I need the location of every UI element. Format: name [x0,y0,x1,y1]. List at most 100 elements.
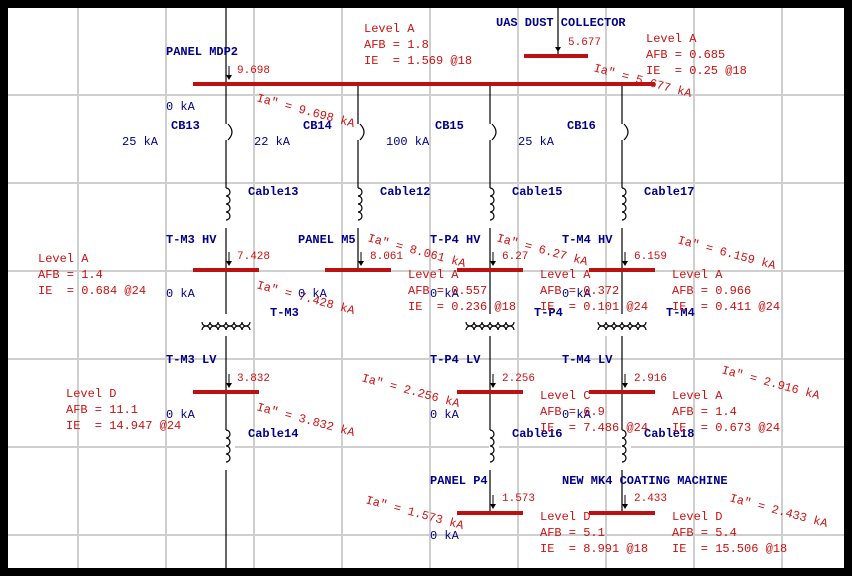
cable-name: Cable17 [644,185,694,199]
arc-flash: AFB = 1.4 [672,405,737,419]
cable-name: Cable14 [248,427,298,441]
arc-flash: AFB = 0.372 [540,284,619,298]
bus-name: T-P4 HV [430,233,481,247]
arc-flash: IE = 0.684 @24 [38,284,146,298]
arc-flash: Level A [672,389,723,403]
arc-flash: IE = 0.411 @24 [672,300,780,314]
arc-flash: IE = 0.673 @24 [672,421,780,435]
arc-flash: Level C [540,389,590,403]
fault-arrowhead [622,261,628,266]
gap [488,124,500,140]
transformer-secondary [465,325,515,331]
transformer-name: T-P4 [534,306,563,320]
bus-name: PANEL MDP2 [166,45,238,59]
gap [596,314,648,336]
breaker-name: CB16 [567,119,596,133]
fault-value: 2.433 [634,493,667,505]
arc-flash: Level D [66,387,116,401]
zero-current: 0 kA [430,287,460,301]
breaker-name: CB15 [435,119,464,133]
arc-flash: AFB = 1.4 [38,268,103,282]
zero-current: 0 kA [166,100,196,114]
fault-arrowhead [490,383,496,388]
arc-flash: AFB = 5.1 [540,526,605,540]
cable-symbol [357,187,363,221]
fault-value: 1.573 [502,493,535,505]
arc-flash: IE = 15.506 @18 [672,542,787,556]
breaker-rating: 25 kA [122,135,159,149]
bus-name: T-M4 HV [562,233,613,247]
arc-flash: IE = 0.25 @18 [646,64,747,78]
breaker-symbol [491,123,497,141]
arc-flash: Level D [540,510,590,524]
fault-arrowhead [490,261,496,266]
transformer-secondary [201,325,251,331]
arc-flash: Level A [38,252,89,266]
fault-value: 8.061 [370,251,403,263]
breaker-name: CB13 [171,119,200,133]
cable-symbol [621,187,627,221]
cable-name: Cable15 [512,185,562,199]
transformer-primary [201,321,251,327]
arc-flash: IE = 0.101 @24 [540,300,648,314]
fault-value: 9.698 [237,65,270,77]
arc-flash: IE = 1.569 @18 [364,54,472,68]
fault-value: 7.428 [237,251,270,263]
cable-symbol [225,187,231,221]
arc-flash: IE = 0.236 @18 [408,300,516,314]
zero-current: 0 kA [430,408,460,422]
transformer-primary [597,321,647,327]
arc-flash: AFB = 0.685 [646,48,725,62]
zero-current: 0 kA [562,287,592,301]
fault-arrowhead [226,75,232,80]
bus-name: UAS DUST COLLECTOR [496,16,626,30]
breaker-rating: 22 kA [254,135,291,149]
cable-name: Cable12 [380,185,430,199]
breaker-rating: 100 kA [386,135,430,149]
gap [620,124,632,140]
arc-flash: IE = 8.991 @18 [540,542,648,556]
bus-name: T-M4 LV [562,353,613,367]
cable-name: Cable13 [248,185,298,199]
cable-name: Cable18 [644,427,694,441]
arc-flash: Level A [408,268,459,282]
arc-flash: IE = 7.486 @24 [540,421,648,435]
gap [464,314,516,336]
transformer-secondary [597,325,647,331]
fault-value: 2.256 [502,373,535,385]
arc-flash: IE = 14.947 @24 [66,419,181,433]
breaker-symbol [227,123,233,141]
fault-arrowhead [490,504,496,509]
cable-symbol [489,429,495,463]
fault-arrowhead [358,261,364,266]
bus-name: T-M3 LV [166,353,217,367]
cable-symbol [621,429,627,463]
zero-current: 0 kA [298,287,328,301]
breaker-symbol [359,123,365,141]
arc-flash: Level A [672,268,723,282]
zero-current: 0 kA [166,287,196,301]
bus-name: PANEL P4 [430,474,488,488]
bus-name: PANEL M5 [298,233,356,247]
cable-name: Cable16 [512,427,562,441]
cable-symbol [489,187,495,221]
breaker-name: CB14 [303,119,332,133]
arc-flash: AFB = 1.8 [364,38,429,52]
zero-current: 0 kA [562,408,592,422]
zero-current: 0 kA [166,408,196,422]
gap [224,124,236,140]
fault-arrowhead [622,383,628,388]
bus-name: T-P4 LV [430,353,481,367]
fault-value: 5.677 [568,37,601,49]
transformer-primary [465,321,515,327]
arc-flash: Level A [364,22,415,36]
transformer-name: T-M4 [666,306,695,320]
arc-flash: Level D [672,510,722,524]
breaker-rating: 25 kA [518,135,555,149]
gap [200,314,252,336]
zero-current: 0 kA [430,529,460,543]
transformer-name: T-M3 [270,306,299,320]
